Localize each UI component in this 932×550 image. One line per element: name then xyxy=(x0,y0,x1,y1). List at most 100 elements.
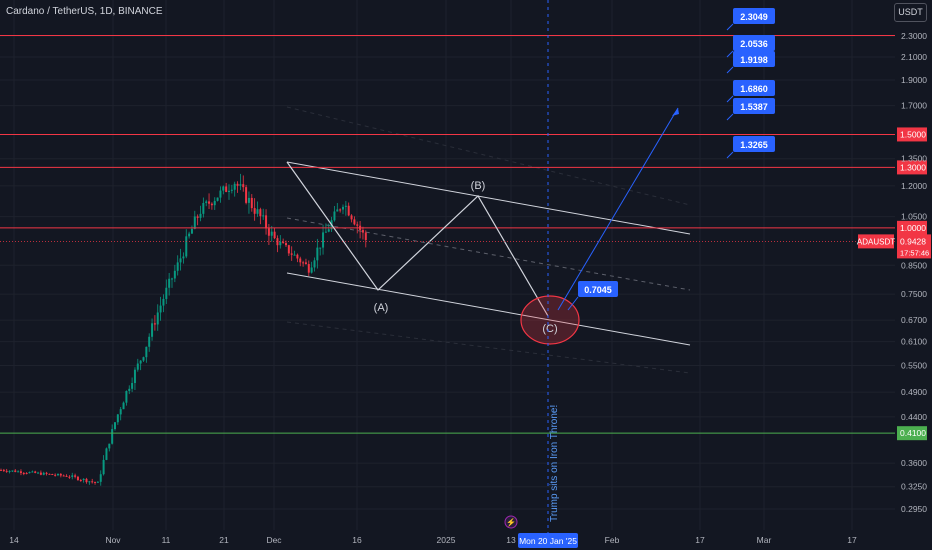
candle-body xyxy=(153,323,156,325)
last-price-symbol-bg xyxy=(858,234,894,249)
candle-body xyxy=(22,472,25,474)
candle-body xyxy=(259,209,262,217)
target-box-bg xyxy=(733,35,775,51)
price-tick: 0.5500 xyxy=(901,361,927,371)
candle-body xyxy=(276,238,279,246)
symbol-title: Cardano / TetherUS, 1D, BINANCE xyxy=(6,6,163,17)
candle-body xyxy=(242,184,245,188)
candle-body xyxy=(364,232,367,241)
price-tick: 2.1000 xyxy=(901,52,927,62)
candle-body xyxy=(57,473,59,476)
candle-body xyxy=(151,323,154,337)
candle-body xyxy=(25,473,28,475)
candle-body xyxy=(361,230,364,233)
channel-outer-lower xyxy=(286,321,691,374)
target-box-bg xyxy=(733,8,775,24)
currency-button[interactable]: USDT xyxy=(894,3,927,22)
candle-body xyxy=(333,211,336,221)
target-box-label: 0.7045 xyxy=(584,285,612,295)
level-tag: 1.3000 xyxy=(900,162,926,172)
candle-body xyxy=(188,233,191,237)
candle-body xyxy=(228,190,230,192)
overlay-labels: 2.3049 2.0536 1.9198 1.6860 1.5387 1.3265 0.70… xyxy=(0,8,931,311)
candle-body xyxy=(213,200,216,206)
candle-body xyxy=(247,197,250,203)
price-tick: 0.3250 xyxy=(901,482,927,492)
candle-body xyxy=(216,197,219,201)
candle-body xyxy=(88,481,91,483)
target-box-label: 1.9198 xyxy=(740,55,768,65)
candle-body xyxy=(162,298,165,306)
target-box-label: 1.3265 xyxy=(740,140,768,150)
candle-body xyxy=(225,186,228,192)
time-tick: 13 xyxy=(506,535,516,545)
target-box-bg xyxy=(733,98,775,114)
candle-body xyxy=(82,478,85,481)
time-tick: 2025 xyxy=(437,535,456,545)
candle-body xyxy=(307,264,310,273)
candle-body xyxy=(356,224,359,226)
candle-body xyxy=(239,184,242,186)
candle-body xyxy=(68,476,71,478)
time-tick: 11 xyxy=(162,535,171,545)
candle-body xyxy=(114,422,116,430)
candle-body xyxy=(11,470,14,472)
target-pointer xyxy=(726,66,734,74)
abc-wave: (A) (B) (C) xyxy=(286,161,580,345)
event-annotation: Trump sits on Iron Throne! xyxy=(549,405,560,522)
candle-body xyxy=(236,183,239,186)
candle-body xyxy=(182,256,185,259)
channel-lower xyxy=(286,272,691,346)
projection-arrow xyxy=(557,107,679,311)
candle-body xyxy=(168,278,171,288)
price-tick: 0.4900 xyxy=(901,387,927,397)
candle-body xyxy=(265,215,268,229)
price-tick: 1.0500 xyxy=(901,212,927,222)
candle-body xyxy=(179,258,182,263)
candle-body xyxy=(14,470,17,472)
time-tick: Feb xyxy=(605,535,620,545)
candle-body xyxy=(273,231,276,239)
candle-body xyxy=(148,336,151,347)
candle-body xyxy=(122,402,125,410)
last-price-value: 0.9428 xyxy=(900,236,926,246)
channel-outer-upper xyxy=(286,106,691,206)
time-tick: Mar xyxy=(757,535,772,545)
candle-body xyxy=(5,470,8,472)
candle-body xyxy=(125,390,128,403)
time-tick: 14 xyxy=(9,535,19,545)
target-box-label: 2.0536 xyxy=(740,39,768,49)
price-tick: 0.3600 xyxy=(901,458,927,468)
target-box-bg xyxy=(733,51,775,67)
candle-body xyxy=(165,287,168,299)
candle-body xyxy=(353,219,356,225)
candle-body xyxy=(42,472,45,475)
level-tag-bg xyxy=(897,127,927,142)
horizontal-levels: 1.5000 1.3000 1.0000 0.4100 xyxy=(0,35,927,441)
candle-body xyxy=(8,470,11,472)
target-pointer xyxy=(726,95,734,103)
candle-body xyxy=(136,363,139,370)
candle-body xyxy=(302,262,305,264)
candle-body xyxy=(256,209,259,214)
candle-body xyxy=(105,448,108,460)
target-box-label: 1.6860 xyxy=(740,84,768,94)
candle-body xyxy=(37,472,40,474)
candle-body xyxy=(94,481,97,483)
candle-body xyxy=(128,388,131,391)
price-tick: 0.6700 xyxy=(901,315,927,325)
level-tag-bg xyxy=(897,160,927,175)
candle-body xyxy=(91,481,94,483)
time-tick: 21 xyxy=(219,535,229,545)
price-tick: 2.3000 xyxy=(901,31,927,41)
candle-body xyxy=(270,231,273,236)
candle-body xyxy=(190,228,193,234)
candle-body xyxy=(131,383,134,389)
candle-body xyxy=(282,241,285,244)
candle-body xyxy=(267,228,270,236)
last-price-symbol: ADAUSDT xyxy=(857,237,895,246)
candle-body xyxy=(230,189,233,191)
candle-body xyxy=(171,278,173,280)
candle-body xyxy=(159,305,162,313)
